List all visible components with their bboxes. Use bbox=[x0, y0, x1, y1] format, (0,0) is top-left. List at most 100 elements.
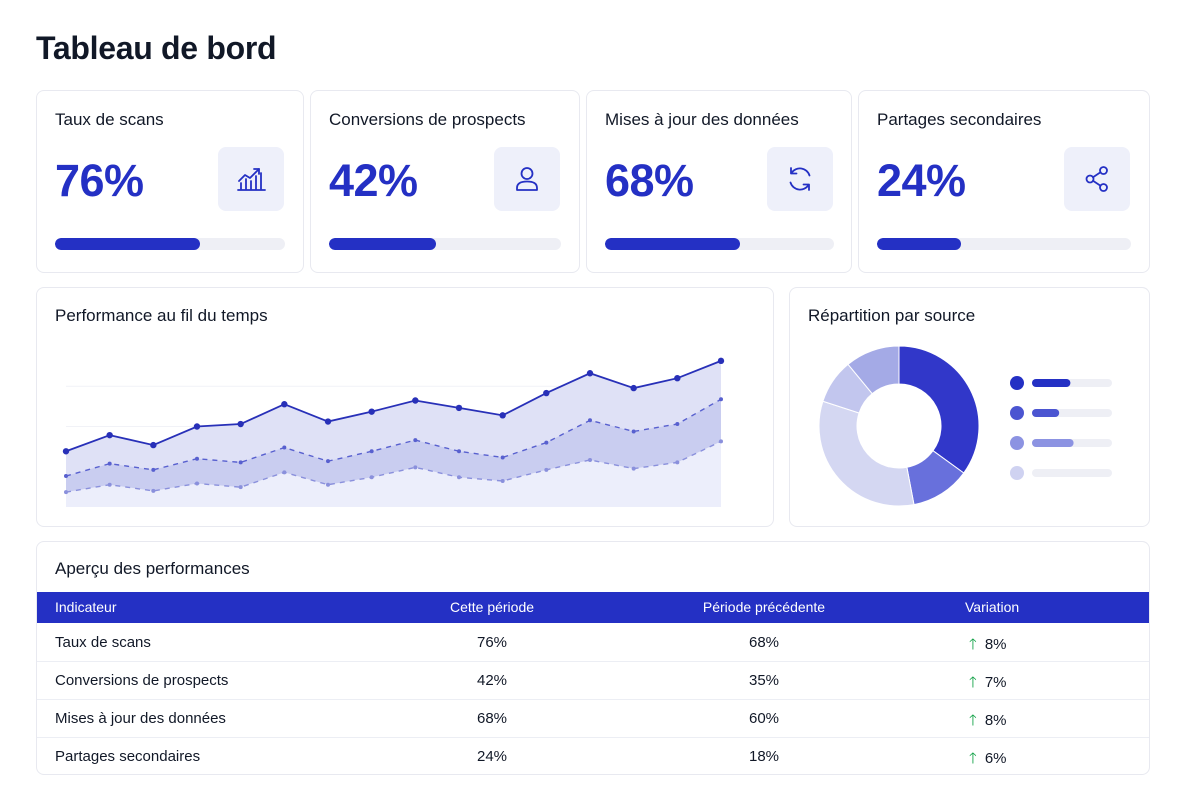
data-point bbox=[151, 488, 156, 493]
kpi-value: 24% bbox=[877, 155, 966, 206]
cell-variation: 🡑 7% bbox=[969, 672, 1007, 697]
data-point bbox=[457, 475, 461, 480]
cell-previous: 18% bbox=[748, 748, 780, 765]
cell-variation: 🡑 8% bbox=[969, 634, 1007, 659]
donut-slice bbox=[847, 345, 900, 395]
kpi-card-shares[interactable]: Partages secondaires 24% bbox=[858, 90, 1150, 273]
performance-table-card: Aperçu des performances Indicateur Cette… bbox=[36, 541, 1150, 775]
data-point bbox=[630, 384, 637, 392]
cell-previous: 35% bbox=[748, 672, 780, 689]
distribution-donut-chart bbox=[818, 345, 1112, 507]
data-point bbox=[369, 475, 374, 480]
data-point bbox=[719, 439, 723, 444]
kpi-title: Partages secondaires bbox=[877, 110, 1042, 129]
area-série-3 bbox=[66, 441, 721, 507]
data-point bbox=[64, 474, 68, 479]
legend-dot bbox=[1010, 436, 1024, 450]
data-point bbox=[193, 423, 201, 430]
arrow-up-icon: 🡑 bbox=[969, 750, 977, 767]
kpi-progress-fill bbox=[329, 238, 436, 250]
data-point bbox=[195, 456, 199, 461]
data-point bbox=[62, 448, 70, 455]
arrow-up-icon: 🡑 bbox=[969, 674, 977, 691]
data-point bbox=[631, 466, 636, 471]
data-point bbox=[544, 467, 549, 472]
donut-slice bbox=[898, 345, 980, 474]
legend-bar-track bbox=[1032, 469, 1112, 477]
cell-indicator: Partages secondaires bbox=[55, 748, 201, 765]
table-row: Partages secondaires 24% 18% 🡑 6% bbox=[37, 738, 1149, 774]
data-point bbox=[324, 418, 332, 425]
performance-chart-card: Performance au fil du temps bbox=[36, 287, 774, 527]
data-point bbox=[455, 404, 463, 412]
kpi-title: Conversions de prospects bbox=[329, 110, 526, 129]
kpi-card-conversions[interactable]: Conversions de prospects 42% bbox=[310, 90, 580, 273]
data-point bbox=[588, 457, 592, 462]
data-point bbox=[107, 482, 112, 487]
column-header-indicator: Indicateur bbox=[55, 599, 117, 615]
performance-chart-title: Performance au fil du temps bbox=[55, 306, 268, 325]
kpi-progress-fill bbox=[55, 238, 200, 250]
data-point bbox=[151, 467, 156, 472]
kpi-title: Mises à jour des données bbox=[605, 110, 799, 129]
data-point bbox=[586, 370, 594, 377]
data-point bbox=[326, 459, 330, 464]
distribution-chart-card: Répartition par source bbox=[789, 287, 1150, 527]
cell-indicator: Taux de scans bbox=[55, 634, 151, 651]
performance-line-chart bbox=[62, 357, 725, 507]
legend-dot bbox=[1010, 406, 1024, 420]
cell-indicator: Mises à jour des données bbox=[55, 710, 226, 727]
data-point bbox=[106, 431, 113, 439]
data-point bbox=[282, 470, 287, 475]
kpi-value: 42% bbox=[329, 155, 418, 206]
kpi-progress-track bbox=[877, 238, 1131, 250]
data-point bbox=[195, 481, 199, 486]
data-point bbox=[281, 401, 288, 408]
data-point bbox=[282, 445, 287, 450]
chart-growth-icon bbox=[218, 147, 284, 211]
data-point bbox=[326, 482, 330, 487]
kpi-card-scans[interactable]: Taux de scans 76% bbox=[36, 90, 304, 273]
kpi-progress-fill bbox=[605, 238, 741, 250]
line-série-3 bbox=[65, 440, 722, 493]
cell-current: 68% bbox=[476, 710, 508, 727]
data-point bbox=[412, 397, 419, 404]
kpi-value: 68% bbox=[605, 155, 694, 206]
table-header: Indicateur Cette période Période précéde… bbox=[37, 592, 1149, 623]
legend-bar-fill bbox=[1032, 409, 1060, 417]
cell-indicator: Conversions de prospects bbox=[55, 672, 229, 689]
data-point bbox=[588, 418, 592, 423]
cell-current: 24% bbox=[476, 748, 508, 765]
cell-previous: 60% bbox=[748, 710, 780, 727]
kpi-title: Taux de scans bbox=[55, 110, 164, 129]
line-série-2 bbox=[65, 398, 722, 477]
refresh-icon bbox=[767, 147, 833, 211]
cell-previous: 68% bbox=[748, 634, 780, 651]
table-row: Mises à jour des données 68% 60% 🡑 8% bbox=[37, 700, 1149, 738]
data-point bbox=[107, 461, 112, 466]
column-header-variation: Variation bbox=[965, 599, 1020, 615]
data-point bbox=[413, 438, 418, 443]
column-header-current: Cette période bbox=[449, 599, 535, 615]
share-icon bbox=[1064, 147, 1130, 211]
data-point bbox=[369, 449, 374, 454]
data-point bbox=[500, 455, 505, 460]
data-point bbox=[238, 460, 243, 465]
data-point bbox=[64, 490, 68, 495]
kpi-card-updates[interactable]: Mises à jour des données 68% bbox=[586, 90, 852, 273]
data-point bbox=[238, 485, 243, 490]
donut-slice bbox=[818, 400, 915, 507]
cell-current: 42% bbox=[476, 672, 508, 689]
data-point bbox=[631, 429, 636, 434]
legend-dot bbox=[1010, 466, 1024, 480]
data-point bbox=[543, 389, 550, 397]
variation-value: 8% bbox=[984, 636, 1007, 653]
data-point bbox=[674, 375, 681, 382]
variation-value: 8% bbox=[984, 712, 1007, 729]
data-point bbox=[499, 412, 506, 419]
legend-bar-fill bbox=[1032, 439, 1074, 447]
data-point bbox=[150, 441, 157, 449]
data-point bbox=[544, 440, 549, 445]
cell-current: 76% bbox=[476, 634, 508, 651]
kpi-progress-fill bbox=[877, 238, 961, 250]
